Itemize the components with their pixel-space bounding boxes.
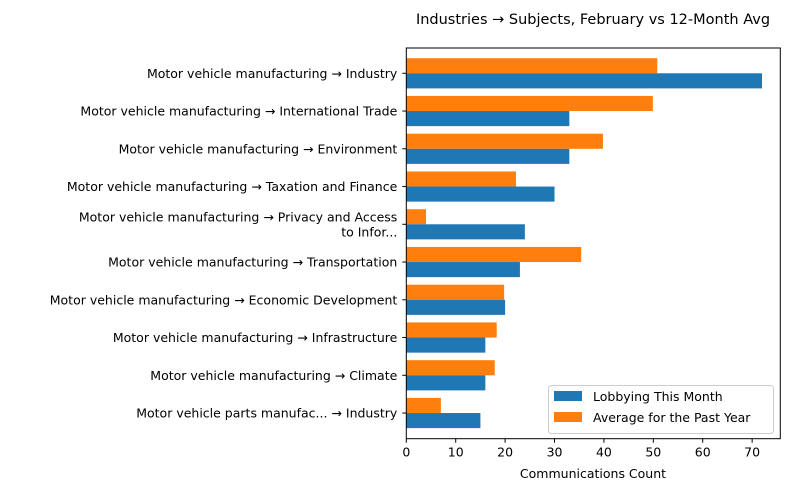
- legend-label-average-past-year: Average for the Past Year: [593, 410, 751, 425]
- y-tick-label: Motor vehicle manufacturing → Internatio…: [80, 104, 397, 119]
- legend-frame: [548, 385, 774, 434]
- x-tick-label: 50: [645, 445, 661, 460]
- legend-swatch-average-past-year: [554, 412, 582, 422]
- x-axis-label: Communications Count: [520, 466, 666, 481]
- y-tick-label: Motor vehicle manufacturing → Taxation a…: [67, 179, 398, 194]
- bar-lobbying-this-month: [406, 111, 570, 127]
- y-tick-label: Motor vehicle parts manufac... → Industr…: [136, 406, 398, 421]
- bar-lobbying-this-month: [406, 224, 525, 240]
- plot-frame: [405, 47, 781, 440]
- x-tick-label: 10: [448, 445, 464, 460]
- y-tick-label: Motor vehicle manufacturing → Climate: [150, 368, 397, 383]
- y-tick-label: Motor vehicle manufacturing → Industry: [147, 66, 398, 81]
- y-tick-label: Motor vehicle manufacturing → Economic D…: [50, 292, 398, 307]
- bar-lobbying-this-month: [406, 337, 486, 353]
- bar-average-past-year: [406, 322, 497, 338]
- y-tick-label: Motor vehicle manufacturing → Environmen…: [119, 141, 398, 156]
- bar-average-past-year: [406, 209, 427, 225]
- x-tick-label: 40: [596, 445, 612, 460]
- bar-lobbying-this-month: [406, 375, 486, 391]
- bar-lobbying-this-month: [406, 186, 555, 202]
- bar-average-past-year: [406, 58, 658, 74]
- legend-swatch-lobbying-this-month: [554, 391, 582, 401]
- bar-average-past-year: [406, 360, 495, 376]
- chart-title: Industries → Subjects, February vs 12-Mo…: [416, 12, 770, 28]
- bar-average-past-year: [406, 95, 653, 112]
- bar-average-past-year: [406, 171, 516, 187]
- bar-lobbying-this-month: [406, 148, 570, 164]
- legend-label-lobbying-this-month: Lobbying This Month: [593, 389, 723, 404]
- x-tick-label: 60: [695, 445, 711, 460]
- bar-average-past-year: [406, 397, 441, 414]
- x-tick-label: 70: [744, 445, 760, 460]
- x-tick-label: 0: [402, 445, 410, 460]
- bar-lobbying-this-month: [406, 73, 763, 89]
- y-tick-label: Motor vehicle manufacturing → Infrastruc…: [113, 330, 398, 345]
- bar-lobbying-this-month: [406, 299, 506, 315]
- bar-average-past-year: [406, 284, 505, 300]
- legend: Lobbying This Month Average for the Past…: [548, 385, 774, 434]
- x-tick-label: 20: [497, 445, 513, 460]
- bar-average-past-year: [406, 246, 582, 263]
- x-tick-label: 30: [547, 445, 563, 460]
- bar-lobbying-this-month: [406, 413, 481, 429]
- y-tick-label: Motor vehicle manufacturing → Transporta…: [108, 255, 397, 270]
- bar-lobbying-this-month: [406, 262, 520, 278]
- bar-average-past-year: [406, 133, 603, 149]
- y-tick-label: Motor vehicle manufacturing → Privacy an…: [79, 209, 397, 239]
